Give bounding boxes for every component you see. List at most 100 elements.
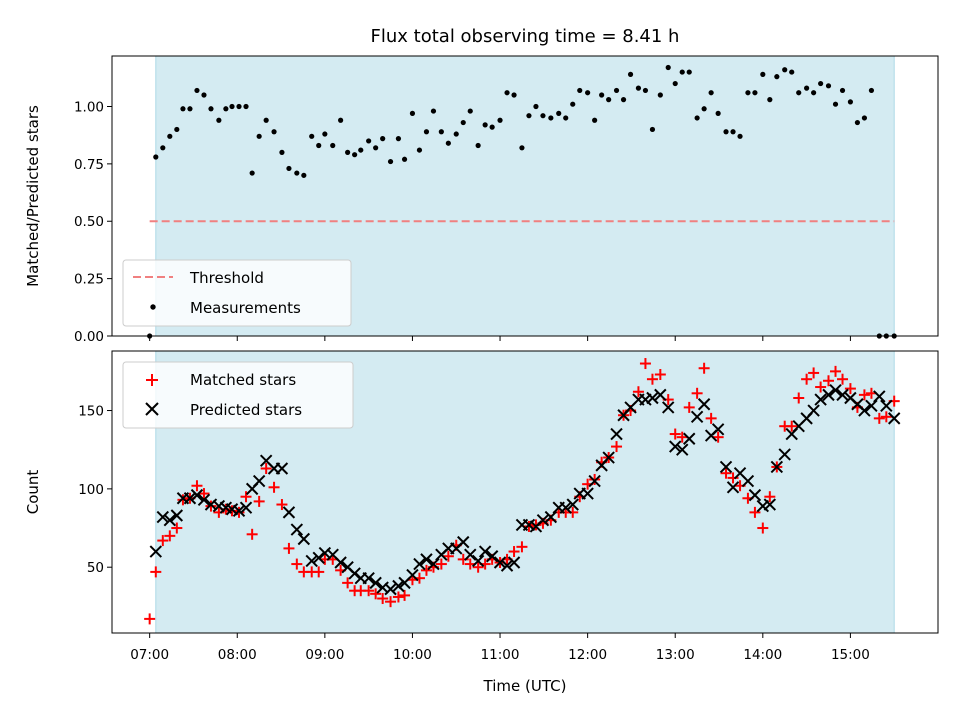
measurement-point: [373, 145, 379, 151]
measurement-point: [279, 149, 285, 155]
measurements-series: [147, 64, 897, 339]
predicted-star-marker: [485, 550, 499, 563]
measurement-point: [395, 136, 402, 142]
x-tick-label: 11:00: [481, 647, 520, 663]
predicted-star-marker: [305, 554, 318, 568]
predicted-star-marker: [807, 404, 820, 417]
measurement-point: [526, 113, 532, 119]
measurement-point: [180, 106, 186, 112]
predicted-star-marker: [170, 509, 184, 522]
matched-star-marker: [205, 500, 217, 512]
measurement-point: [701, 106, 707, 112]
matched-star-marker: [144, 613, 156, 625]
predicted-star-marker: [887, 412, 901, 425]
matched-star-marker: [823, 375, 835, 387]
predicted-star-marker: [690, 410, 704, 424]
predicted-stars-series: [149, 383, 901, 596]
matched-star-marker: [377, 593, 389, 605]
matched-star-marker: [712, 431, 724, 443]
matched-star-marker: [705, 412, 717, 424]
legend-measurements-swatch: [150, 304, 156, 310]
measurement-point: [868, 87, 875, 94]
predicted-star-marker: [646, 391, 659, 405]
measurement-point: [556, 110, 562, 116]
y-tick-label: 0.75: [74, 157, 104, 173]
x-tick-label: 13:00: [656, 647, 695, 663]
measurement-point: [194, 87, 200, 94]
predicted-star-marker: [427, 557, 440, 571]
predicted-star-marker: [420, 553, 433, 566]
x-axis-ticks: [149, 336, 851, 341]
matched-star-marker: [815, 381, 827, 393]
plot-frame: [111, 350, 939, 634]
measurement-point: [256, 133, 262, 139]
measurement-point: [642, 87, 649, 94]
measurement-point: [672, 80, 678, 87]
measurement-point: [504, 90, 510, 96]
predicted-star-marker: [676, 443, 689, 456]
matched-star-marker: [420, 564, 432, 576]
measurement-point: [737, 133, 743, 139]
matched-star-marker: [516, 541, 528, 553]
measurement-point: [271, 129, 277, 135]
matched-star-marker: [370, 588, 382, 600]
measurement-point: [352, 152, 358, 158]
measurement-point: [606, 97, 612, 103]
predicted-star-marker: [334, 556, 347, 569]
legend: Threshold Measurements: [122, 259, 352, 327]
matched-star-marker: [363, 585, 375, 597]
predicted-star-marker: [778, 448, 791, 461]
predicted-star-marker: [163, 513, 177, 527]
predicted-star-marker: [500, 559, 514, 572]
measurement-point: [665, 64, 671, 71]
predicted-star-marker: [232, 504, 246, 518]
predicted-star-marker: [814, 393, 827, 406]
measurement-point: [263, 117, 269, 123]
measurement-point: [249, 170, 255, 176]
predicted-star-marker: [711, 423, 725, 436]
predicted-star-marker: [683, 432, 696, 445]
x-tick-label: 07:00: [130, 647, 169, 663]
predicted-star-marker: [413, 557, 426, 571]
predicted-star-marker: [662, 401, 675, 414]
measurement-point: [511, 92, 517, 98]
predicted-star-marker: [770, 460, 784, 474]
matched-star-marker: [793, 392, 805, 404]
count-panel: 50 100 150 07:00 08:00 09:00 10:00 11:00 12:00 1…: [24, 350, 939, 663]
measurement-point: [686, 69, 692, 75]
matched-star-marker: [720, 467, 732, 479]
predicted-star-marker: [392, 579, 405, 593]
predicted-star-marker: [697, 398, 711, 411]
matched-star-marker: [844, 383, 856, 395]
matched-star-marker: [873, 412, 885, 424]
measurement-point: [153, 154, 159, 160]
measurement-point: [482, 122, 488, 128]
predicted-star-marker: [719, 460, 733, 474]
predicted-star-marker: [822, 388, 835, 402]
predicted-star-marker: [669, 440, 682, 453]
matched-star-marker: [808, 367, 820, 379]
predicted-star-marker: [290, 523, 304, 536]
predicted-star-marker: [536, 513, 550, 527]
predicted-star-marker: [362, 571, 375, 585]
measurement-point: [752, 90, 758, 96]
measurement-point: [620, 97, 627, 103]
x-tick-label: 08:00: [218, 647, 257, 663]
measurement-point: [832, 101, 839, 107]
legend-predicted-swatch: [145, 402, 159, 416]
ratio-panel: 0.00 0.25 0.50 0.75 1.00 Matched/Predicted s…: [24, 55, 939, 345]
chart-title: Flux total observing time = 8.41 h: [371, 26, 680, 47]
measurement-point: [229, 103, 235, 110]
y-tick-label: 100: [78, 482, 104, 498]
predicted-star-marker: [312, 551, 325, 565]
predicted-star-marker: [197, 493, 211, 507]
measurement-point: [825, 83, 832, 89]
measurement-point: [187, 106, 193, 112]
plot-frame: [111, 55, 939, 337]
measurement-point: [519, 145, 525, 151]
measurement-point: [649, 126, 656, 133]
measurement-point: [409, 110, 416, 116]
measurement-point: [294, 170, 300, 176]
measurement-point: [460, 119, 466, 126]
matched-star-marker: [435, 558, 447, 570]
